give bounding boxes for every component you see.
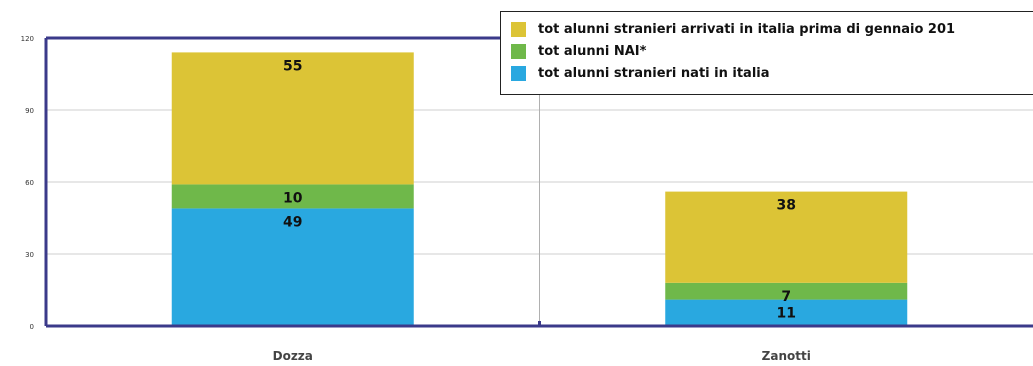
bar-segment [665,299,908,326]
data-label: 55 [283,58,302,74]
bar-segment [171,208,414,326]
y-tick-label: 0 [30,323,34,331]
y-axis-ticks: 0 30 60 90 120 [21,35,34,331]
x-axis-labels: Dozza Zanotti [273,349,811,363]
legend-swatch-yellow [511,21,526,37]
bars: 49 10 55 117 38 [171,52,908,326]
data-label: 10 [283,190,303,206]
y-tick-label: 30 [25,251,34,259]
bar-segment [665,191,908,283]
y-tick-label: 90 [25,107,34,115]
data-label: 11 [777,306,796,322]
x-category-label: Dozza [273,349,313,363]
x-category-label: Zanotti [762,349,811,363]
data-label: 7 [781,289,791,305]
bar-segment [665,282,908,300]
y-tick-label: 120 [21,35,34,43]
legend-item-born-italy: tot alunni stranieri nati in italia [511,62,1033,84]
data-label: 38 [777,198,796,214]
y-tick-label: 60 [25,179,34,187]
legend-swatch-green [511,43,526,59]
legend: tot alunni stranieri arrivati in italia … [500,11,1033,95]
legend-item-before-2011: tot alunni stranieri arrivati in italia … [511,18,1033,40]
data-label: 49 [283,214,302,230]
legend-label: tot alunni stranieri arrivati in italia … [538,21,956,37]
legend-swatch-blue [511,65,526,81]
legend-label: tot alunni stranieri nati in italia [538,65,770,81]
legend-item-nai: tot alunni NAI* [511,40,1033,62]
legend-label: tot alunni NAI* [538,43,647,59]
bar-segment [171,184,414,209]
bar-segment [171,52,414,185]
